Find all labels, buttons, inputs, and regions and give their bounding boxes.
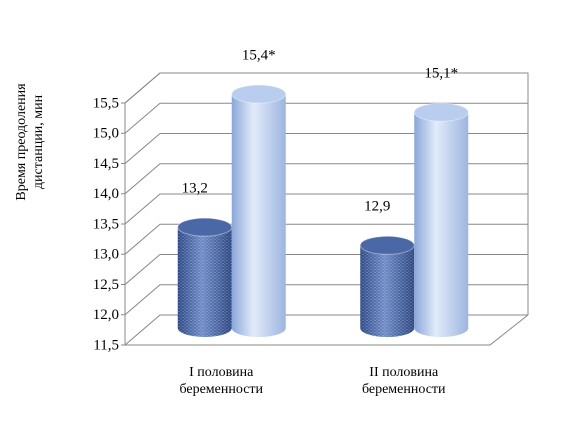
grid-line [124,193,528,225]
grid-line [124,133,528,164]
y-tick-label: 15,0 [93,126,119,142]
cylinder-top [359,235,415,255]
value-label: 13,2 [182,181,208,197]
cylinder-body [231,94,286,338]
y-tick-label: 14,0 [93,186,119,202]
cylinder-top [413,102,469,122]
grid-line [124,102,528,134]
y-tick-label: 13,5 [93,216,119,232]
cylinder-top [177,217,233,237]
grid-line [124,72,528,104]
grid-line [124,163,528,195]
cylinder-body [414,112,469,338]
y-tick-label: 12,0 [93,307,119,323]
value-label: 12,9 [364,199,390,215]
y-axis-label: Время преодоления дистанции, мин [14,83,46,201]
floor [125,314,529,346]
y-tick-label: 11,5 [93,337,119,353]
y-tick-label: 15,5 [93,95,119,111]
x-tick-label: I половина беременности [179,365,264,397]
grid-line [124,223,528,255]
y-tick-label: 14,5 [93,156,119,172]
cylinder-texture [177,227,232,337]
y-tick-label: 13,0 [93,247,119,263]
value-label: 15,1* [424,66,458,82]
cylinder-top [231,84,287,104]
x-tick-label: II половина беременности [361,365,446,397]
value-label: 15,4* [242,47,276,63]
cylinder-texture [360,245,415,338]
y-tick-label: 12,5 [93,277,119,293]
